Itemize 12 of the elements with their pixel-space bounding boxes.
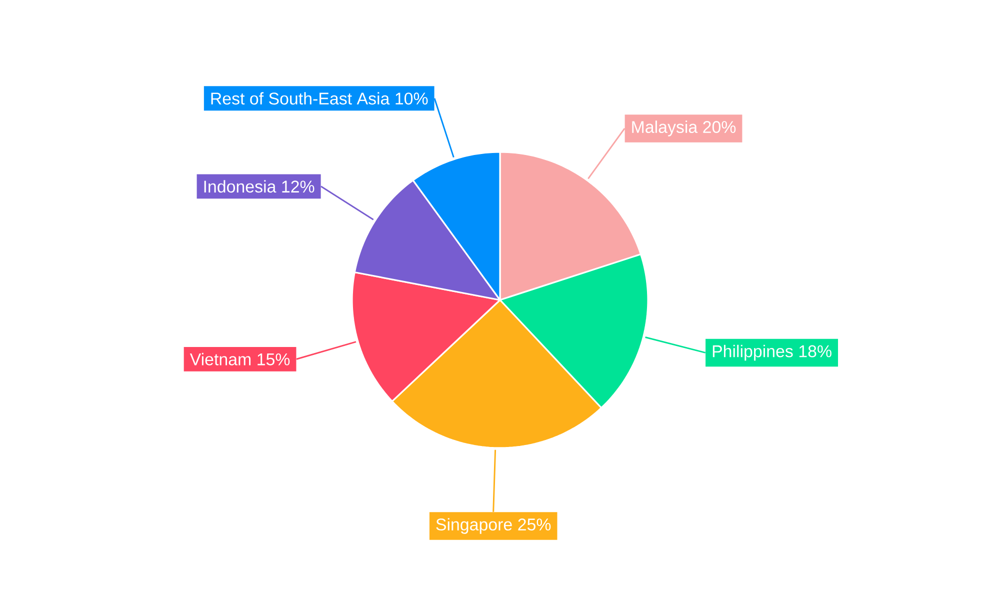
data-label: 25% <box>518 518 551 531</box>
data-label: 12% <box>282 180 314 193</box>
slice-label: Singapore <box>436 518 512 534</box>
data-label: 20% <box>703 121 736 134</box>
data-label: 15% <box>258 353 290 366</box>
slice-label: Rest of South-East Asia <box>211 92 390 105</box>
data-label: 18% <box>799 345 832 358</box>
slice-label: Indonesia <box>204 180 276 193</box>
slice-label: Philippines <box>712 344 793 361</box>
slice-label: Malaysia <box>632 120 698 136</box>
slice-label: Vietnam <box>190 352 251 366</box>
data-label: 10% <box>396 92 428 105</box>
